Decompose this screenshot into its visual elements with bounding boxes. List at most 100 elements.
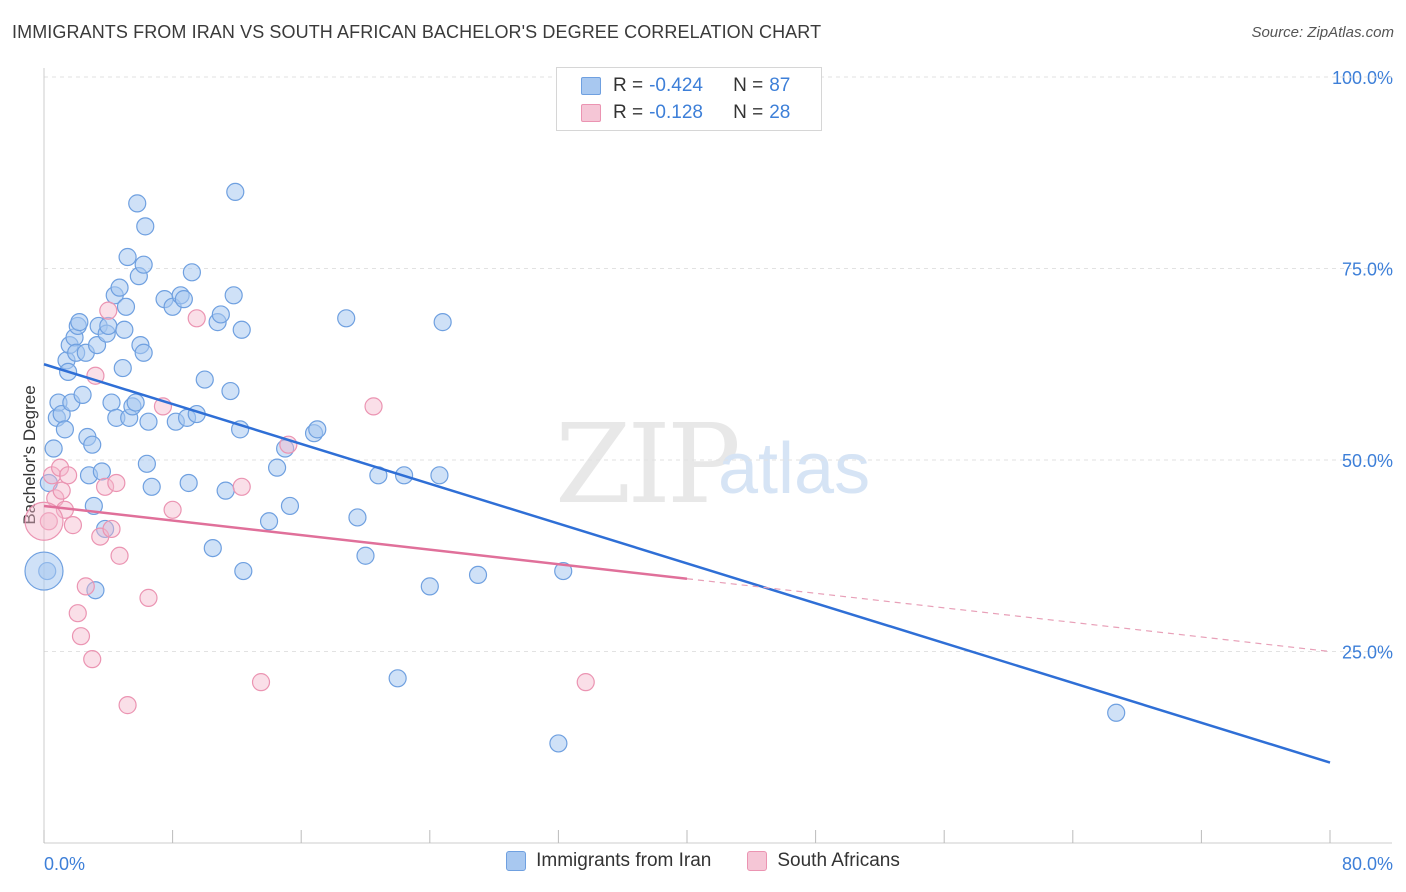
legend-label-sa: South Africans xyxy=(777,850,900,871)
iran-point xyxy=(44,439,63,458)
legend-r-label: R = xyxy=(613,102,644,123)
sa-point xyxy=(110,546,129,565)
source-label: Source: ZipAtlas.com xyxy=(1251,24,1394,41)
iran-point xyxy=(549,734,568,753)
sa-point xyxy=(576,673,595,692)
legend-item-sa[interactable]: South Africans xyxy=(747,850,900,872)
iran-point xyxy=(126,393,145,412)
iran-point xyxy=(259,512,279,531)
legend-r-value: -0.424 xyxy=(649,75,703,96)
iran-point xyxy=(102,393,121,412)
sa-point xyxy=(139,588,158,607)
sa-trendline-extension xyxy=(686,578,1331,653)
iran-point xyxy=(430,466,449,485)
iran-point xyxy=(221,381,240,401)
iran-point xyxy=(234,561,253,581)
iran-point xyxy=(115,320,134,339)
iran-point xyxy=(554,561,573,581)
legend-r-value: -0.128 xyxy=(649,102,703,123)
iran-trendline xyxy=(43,363,1331,764)
iran-point xyxy=(113,358,132,378)
legend-swatch-sa xyxy=(581,104,601,122)
iran-point xyxy=(224,286,243,305)
series-legend: Immigrants from Iran South Africans xyxy=(0,850,1406,872)
iran-point xyxy=(118,247,137,267)
y-tick-label: 100.0% xyxy=(1332,68,1393,88)
iran-point xyxy=(134,255,153,274)
sa-point xyxy=(107,473,126,493)
iran-point xyxy=(137,454,156,473)
iran-point xyxy=(99,316,118,336)
iran-point xyxy=(73,385,92,404)
sa-point xyxy=(63,516,83,535)
iran-point xyxy=(211,305,230,324)
iran-point xyxy=(55,420,74,439)
iran-point xyxy=(267,458,287,477)
x-tick-label: 80.0% xyxy=(1342,854,1393,874)
sa-point xyxy=(76,577,95,596)
sa-point xyxy=(163,500,182,519)
sa-trendline xyxy=(43,504,688,580)
iran-point xyxy=(203,538,222,558)
iran-point xyxy=(420,577,439,596)
sa-point xyxy=(187,309,206,328)
iran-point xyxy=(232,320,251,339)
iran-point xyxy=(179,473,198,493)
legend-n-value: 28 xyxy=(769,102,791,123)
iran-point xyxy=(92,462,111,481)
iran-point xyxy=(116,297,136,316)
sa-point xyxy=(71,627,91,646)
iran-point xyxy=(308,420,327,439)
iran-point xyxy=(216,481,235,500)
iran-point xyxy=(70,313,89,332)
iran-point xyxy=(1107,703,1126,722)
iran-point xyxy=(110,278,129,297)
iran-point xyxy=(174,290,193,309)
iran-point xyxy=(195,370,214,389)
iran-point xyxy=(134,343,153,362)
legend-item-iran[interactable]: Immigrants from Iran xyxy=(506,850,711,872)
sa-point xyxy=(59,466,78,485)
sa-point xyxy=(118,696,137,715)
sa-point xyxy=(251,673,271,692)
sa-point xyxy=(83,650,102,669)
iran-point xyxy=(280,496,300,516)
legend-n-label: N = xyxy=(733,102,764,123)
y-tick-label: 50.0% xyxy=(1342,451,1393,471)
legend-n-label: N = xyxy=(733,75,764,96)
sa-point xyxy=(68,604,87,623)
legend-swatch-iran xyxy=(506,851,527,871)
sa-point xyxy=(364,397,383,416)
iran-point xyxy=(182,263,201,282)
iran-point xyxy=(142,477,161,496)
sa-point xyxy=(95,477,115,496)
y-tick-label: 75.0% xyxy=(1342,260,1393,280)
iran-point xyxy=(356,546,375,565)
iran-point xyxy=(337,309,356,328)
sa-point xyxy=(232,477,251,496)
iran-point xyxy=(83,435,102,454)
iran-point xyxy=(388,669,407,688)
iran-point xyxy=(139,412,158,431)
legend-n-value: 87 xyxy=(769,75,791,96)
iran-point xyxy=(433,313,452,332)
sa-point xyxy=(99,301,118,320)
sa-point xyxy=(52,481,71,500)
iran-point xyxy=(136,217,155,236)
iran-point xyxy=(86,581,105,600)
correlation-legend: R = -0.424 N = 87 R = -0.128 N = 28 xyxy=(556,67,822,131)
iran-point xyxy=(226,182,245,201)
sa-point xyxy=(39,512,58,531)
legend-row-iran: R = -0.424 N = 87 xyxy=(581,73,790,99)
x-tick-label: 0.0% xyxy=(44,854,85,874)
legend-label-iran: Immigrants from Iran xyxy=(536,850,712,871)
iran-point xyxy=(468,565,488,585)
legend-swatch-iran xyxy=(581,77,601,95)
legend-row-sa: R = -0.128 N = 28 xyxy=(581,100,790,126)
legend-swatch-sa xyxy=(747,851,768,871)
watermark-zip: ZIP xyxy=(555,400,741,528)
watermark-atlas: atlas xyxy=(718,429,871,509)
y-tick-label: 25.0% xyxy=(1342,643,1393,663)
iran-point-large xyxy=(24,551,64,591)
